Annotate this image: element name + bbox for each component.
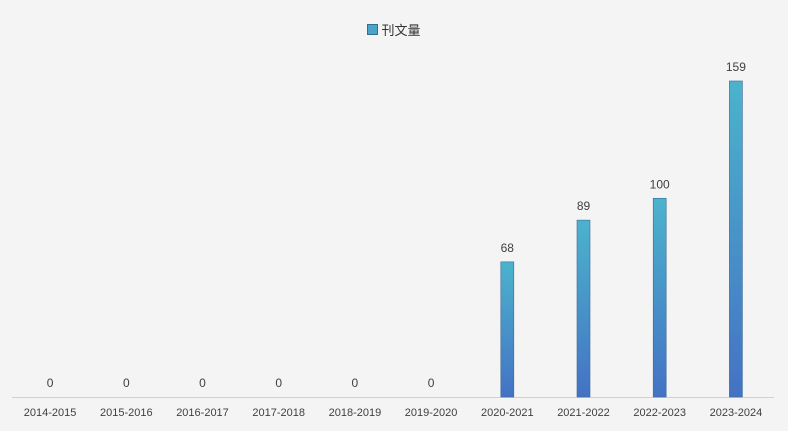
x-tick-label: 2019-2020 [405, 407, 458, 419]
data-label: 100 [650, 177, 670, 191]
data-label: 0 [428, 376, 435, 390]
data-label: 0 [199, 376, 206, 390]
legend: 刊文量 [0, 20, 788, 39]
data-label: 0 [123, 376, 130, 390]
data-label: 0 [352, 376, 359, 390]
legend-swatch [367, 24, 379, 35]
data-label: 0 [47, 376, 54, 390]
data-label: 159 [726, 60, 746, 74]
bar [500, 261, 515, 398]
x-tick-label: 2017-2018 [252, 407, 305, 419]
legend-label: 刊文量 [381, 24, 421, 39]
x-tick-label: 2014-2015 [24, 407, 77, 419]
x-tick-label: 2015-2016 [100, 407, 153, 419]
bar [652, 197, 667, 398]
bar [729, 80, 743, 398]
bar [576, 219, 591, 398]
x-tick-label: 2021-2022 [557, 407, 610, 419]
x-tick-label: 2023-2024 [710, 407, 763, 419]
x-tick-label: 2018-2019 [329, 407, 382, 419]
data-label: 68 [501, 241, 515, 255]
data-label: 89 [577, 199, 591, 213]
x-tick-label: 2020-2021 [481, 407, 534, 419]
data-label: 0 [275, 376, 282, 390]
x-tick-label: 2022-2023 [633, 407, 686, 419]
x-tick-label: 2016-2017 [176, 407, 229, 419]
